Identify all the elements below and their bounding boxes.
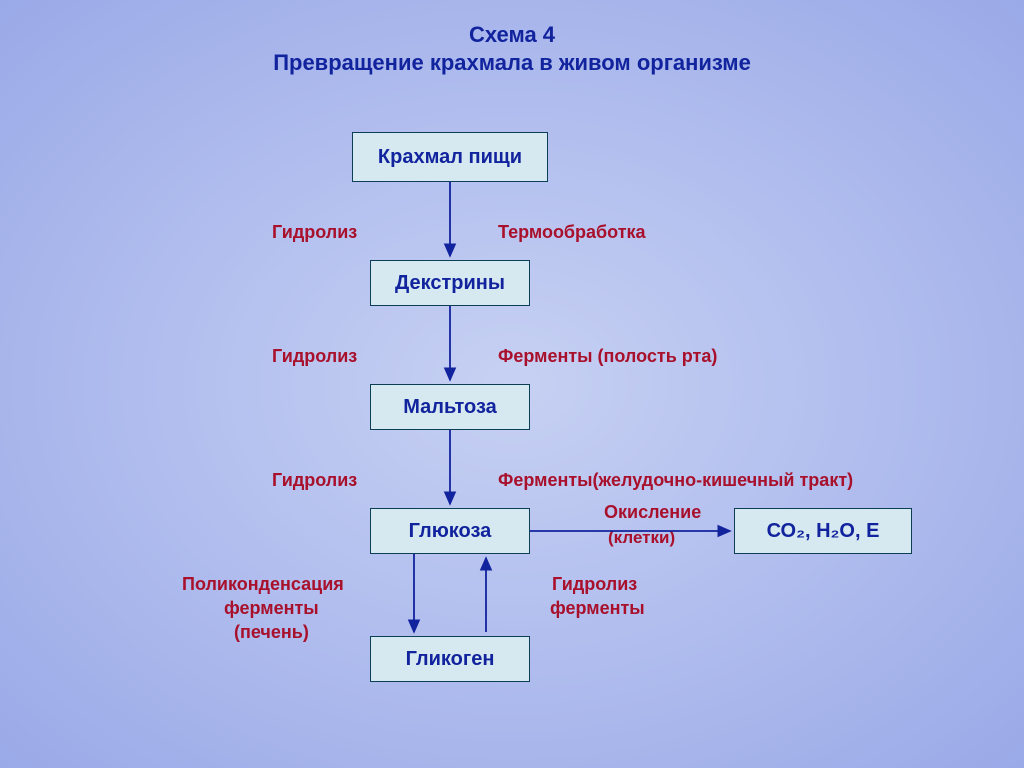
title-line-2: Превращение крахмала в живом организме: [0, 50, 1024, 76]
node-dextrins-label: Декстрины: [395, 272, 505, 295]
label-hydrolysis-4: Гидролиз: [552, 574, 637, 595]
node-glycogen-label: Гликоген: [406, 648, 495, 671]
node-glucose-label: Глюкоза: [409, 520, 492, 543]
label-enzymes-gi: Ферменты(желудочно-кишечный тракт): [498, 470, 853, 491]
slide: Схема 4 Превращение крахмала в живом орг…: [0, 0, 1024, 768]
title-line-1: Схема 4: [0, 22, 1024, 48]
label-cells: (клетки): [608, 528, 675, 548]
node-glycogen: Гликоген: [370, 636, 530, 682]
label-hydrolysis-2: Гидролиз: [272, 346, 357, 367]
label-enzymes-liver1: ферменты: [224, 598, 319, 619]
slide-title: Схема 4 Превращение крахмала в живом орг…: [0, 22, 1024, 76]
label-thermo: Термообработка: [498, 222, 646, 243]
node-products-label: СО₂, Н₂О, Е: [767, 520, 880, 543]
node-maltose-label: Мальтоза: [403, 396, 497, 419]
label-hydrolysis-3: Гидролиз: [272, 470, 357, 491]
label-enzymes-liver2: (печень): [234, 622, 309, 643]
node-products: СО₂, Н₂О, Е: [734, 508, 912, 554]
label-enzymes-4: ферменты: [550, 598, 645, 619]
node-maltose: Мальтоза: [370, 384, 530, 430]
label-hydrolysis-1: Гидролиз: [272, 222, 357, 243]
label-enzymes-mouth: Ферменты (полость рта): [498, 346, 717, 367]
node-starch-label: Крахмал пищи: [378, 146, 522, 169]
node-dextrins: Декстрины: [370, 260, 530, 306]
label-oxidation: Окисление: [604, 502, 701, 523]
node-starch: Крахмал пищи: [352, 132, 548, 182]
node-glucose: Глюкоза: [370, 508, 530, 554]
label-polycond: Поликонденсация: [182, 574, 344, 595]
